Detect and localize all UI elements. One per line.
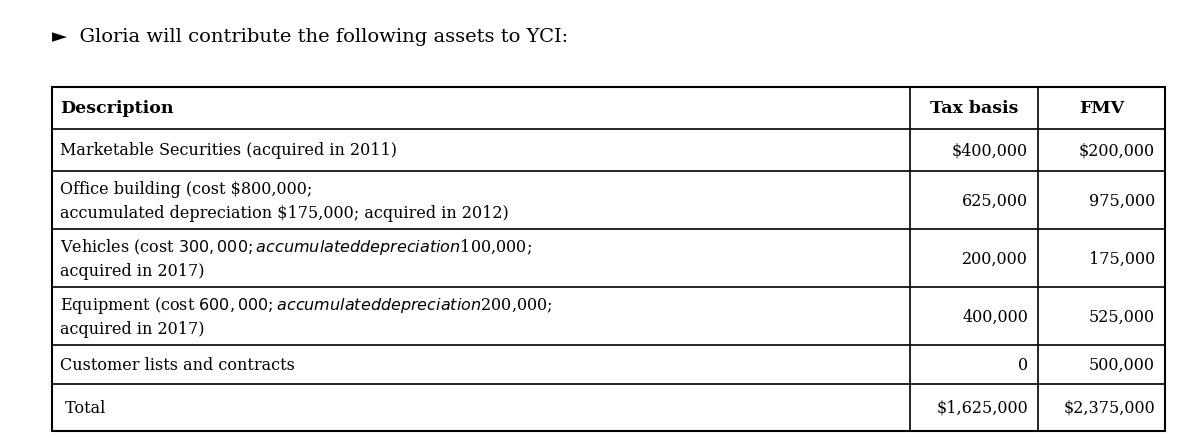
Text: 625,000: 625,000	[962, 192, 1028, 209]
Text: Description: Description	[60, 100, 174, 117]
Text: 0: 0	[1018, 356, 1028, 373]
Text: 525,000: 525,000	[1088, 308, 1154, 325]
Text: Vehicles (cost $300,000; accumulated depreciation $100,000;: Vehicles (cost $300,000; accumulated dep…	[60, 237, 532, 257]
Text: 175,000: 175,000	[1088, 250, 1154, 267]
Text: 500,000: 500,000	[1090, 356, 1154, 373]
Text: Total: Total	[60, 399, 106, 416]
Text: 200,000: 200,000	[962, 250, 1028, 267]
Text: $1,625,000: $1,625,000	[936, 399, 1028, 416]
Text: 975,000: 975,000	[1088, 192, 1154, 209]
Text: Equipment (cost $600,000; accumulated depreciation $200,000;: Equipment (cost $600,000; accumulated de…	[60, 294, 552, 315]
Text: acquired in 2017): acquired in 2017)	[60, 263, 204, 279]
Text: Office building (cost $800,000;: Office building (cost $800,000;	[60, 180, 312, 198]
Text: 400,000: 400,000	[962, 308, 1028, 325]
Text: accumulated depreciation $175,000; acquired in 2012): accumulated depreciation $175,000; acqui…	[60, 205, 509, 222]
Text: Tax basis: Tax basis	[930, 100, 1018, 117]
Text: FMV: FMV	[1079, 100, 1124, 117]
Text: $200,000: $200,000	[1079, 142, 1154, 159]
Text: Customer lists and contracts: Customer lists and contracts	[60, 356, 295, 373]
Text: Marketable Securities (acquired in 2011): Marketable Securities (acquired in 2011)	[60, 142, 397, 159]
Text: $400,000: $400,000	[952, 142, 1028, 159]
Text: ►  Gloria will contribute the following assets to YCI:: ► Gloria will contribute the following a…	[52, 28, 568, 46]
Text: $2,375,000: $2,375,000	[1063, 399, 1154, 416]
Text: acquired in 2017): acquired in 2017)	[60, 321, 204, 338]
Bar	[52, 88, 1165, 431]
